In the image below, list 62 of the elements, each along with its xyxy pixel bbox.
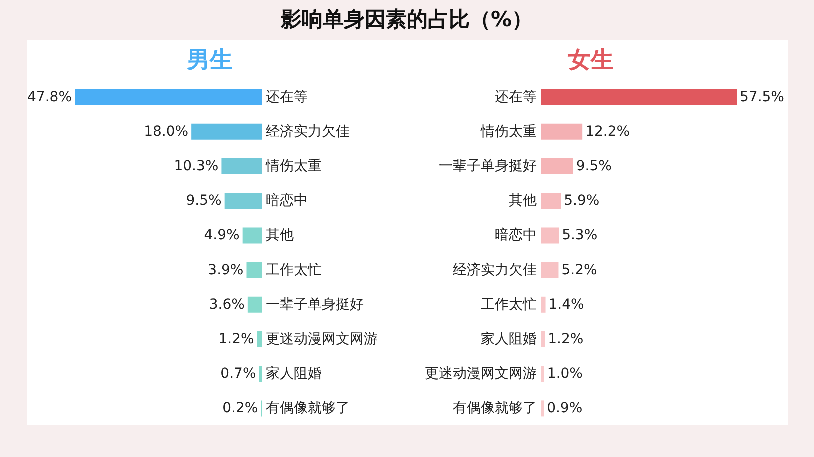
bar	[541, 332, 546, 348]
data-label: 0.9%	[547, 400, 583, 417]
data-label: 12.2%	[586, 124, 630, 140]
data-label: 47.8%	[28, 89, 72, 106]
data-label: 4.9%	[204, 228, 240, 244]
y-tick-label: 一辈子单身挺好	[266, 296, 364, 313]
y-tick-label: 经济实力欠佳	[453, 262, 537, 278]
bar	[75, 89, 262, 106]
bar	[541, 89, 737, 106]
bar	[541, 228, 560, 244]
y-tick-label: 情伤太重	[480, 124, 537, 140]
y-tick-label: 工作太忙	[481, 296, 537, 313]
y-tick-label: 工作太忙	[266, 262, 322, 278]
y-tick-label: 暗恋中	[495, 228, 537, 244]
bar	[541, 158, 574, 174]
y-tick-label: 家人阻婚	[266, 366, 322, 382]
data-label: 9.5%	[576, 158, 612, 174]
y-tick-label: 一辈子单身挺好	[439, 158, 537, 174]
y-tick-label: 情伤太重	[265, 158, 322, 174]
y-tick-label: 家人阻婚	[481, 332, 537, 348]
text: 影响单身因素的占比（%）	[280, 8, 534, 32]
y-tick-label: 更迷动漫网文网游	[266, 332, 378, 348]
y-tick-label: 有偶像就够了	[453, 400, 537, 417]
y-tick-label: 其他	[509, 193, 537, 210]
y-tick-label: 其他	[266, 228, 294, 244]
data-label: 1.2%	[218, 332, 254, 348]
chart-subtitle: 女生	[567, 48, 614, 74]
data-label: 3.9%	[208, 262, 244, 278]
data-label: 1.4%	[548, 296, 584, 313]
bar	[222, 158, 262, 174]
bar	[541, 400, 544, 417]
data-label: 5.9%	[564, 193, 600, 210]
bar	[541, 366, 544, 382]
y-tick-label: 更迷动漫网文网游	[425, 366, 537, 382]
data-label: 3.6%	[209, 296, 245, 313]
bar	[541, 193, 562, 210]
data-label: 0.2%	[222, 400, 258, 417]
data-label: 5.3%	[562, 228, 598, 244]
data-label: 1.0%	[547, 366, 583, 382]
data-label: 10.3%	[174, 158, 219, 174]
y-tick-label: 有偶像就够了	[266, 400, 350, 417]
data-label: 9.5%	[186, 193, 222, 210]
bar	[242, 228, 262, 244]
data-label: 1.2%	[548, 332, 584, 348]
y-tick-label: 经济实力欠佳	[266, 124, 350, 140]
bar	[192, 124, 262, 140]
bar	[257, 332, 262, 348]
data-label: 57.5%	[740, 89, 784, 106]
bar	[541, 296, 546, 313]
y-tick-label: 还在等	[495, 89, 537, 106]
bar	[259, 366, 262, 382]
bar	[246, 262, 262, 278]
y-tick-label: 还在等	[266, 89, 308, 106]
data-label: 18.0%	[144, 124, 189, 140]
data-label: 0.7%	[220, 366, 256, 382]
bar	[248, 296, 262, 313]
bar	[224, 193, 262, 210]
bar	[541, 262, 559, 278]
chart-subtitle: 男生	[186, 48, 233, 74]
data-label: 5.2%	[562, 262, 598, 278]
bar	[541, 124, 583, 140]
y-tick-label: 暗恋中	[266, 193, 308, 210]
